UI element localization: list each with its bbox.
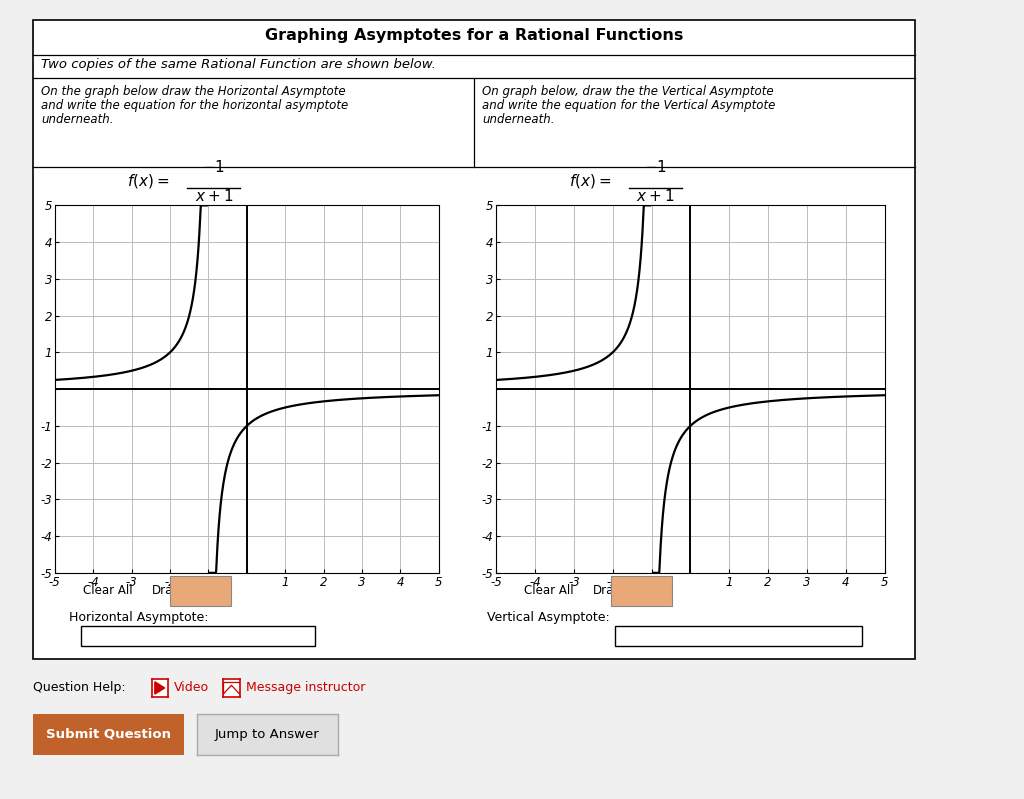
Text: Clear All: Clear All [524, 583, 574, 597]
Text: Jump to Answer: Jump to Answer [215, 728, 319, 741]
Text: $x+1$: $x+1$ [195, 188, 232, 204]
Text: and write the equation for the Vertical Asymptote: and write the equation for the Vertical … [482, 99, 775, 112]
Text: Submit Question: Submit Question [46, 728, 171, 741]
Text: Message instructor: Message instructor [246, 681, 366, 694]
Text: $-1$: $-1$ [643, 159, 667, 175]
Text: On the graph below draw the Horizontal Asymptote: On the graph below draw the Horizontal A… [41, 85, 345, 98]
Text: $f(x) =$: $f(x) =$ [127, 172, 170, 190]
Text: underneath.: underneath. [482, 113, 555, 126]
Text: Vertical Asymptote:: Vertical Asymptote: [487, 611, 610, 624]
Text: $-1$: $-1$ [202, 159, 225, 175]
Text: On graph below, draw the the Vertical Asymptote: On graph below, draw the the Vertical As… [482, 85, 774, 98]
Text: Two copies of the same Rational Function are shown below.: Two copies of the same Rational Function… [41, 58, 436, 71]
Polygon shape [155, 682, 165, 694]
Text: $f(x) =$: $f(x) =$ [568, 172, 611, 190]
Text: Draw:: Draw: [152, 583, 186, 597]
Text: Draw:: Draw: [593, 583, 628, 597]
Text: Graphing Asymptotes for a Rational Functions: Graphing Asymptotes for a Rational Funct… [265, 29, 683, 43]
Text: Video: Video [174, 681, 209, 694]
Text: Horizontal Asymptote:: Horizontal Asymptote: [69, 611, 209, 624]
Text: and write the equation for the horizontal asymptote: and write the equation for the horizonta… [41, 99, 348, 112]
Text: Clear All: Clear All [83, 583, 133, 597]
Text: $x+1$: $x+1$ [636, 188, 674, 204]
Text: Question Help:: Question Help: [33, 681, 125, 694]
Text: underneath.: underneath. [41, 113, 114, 126]
